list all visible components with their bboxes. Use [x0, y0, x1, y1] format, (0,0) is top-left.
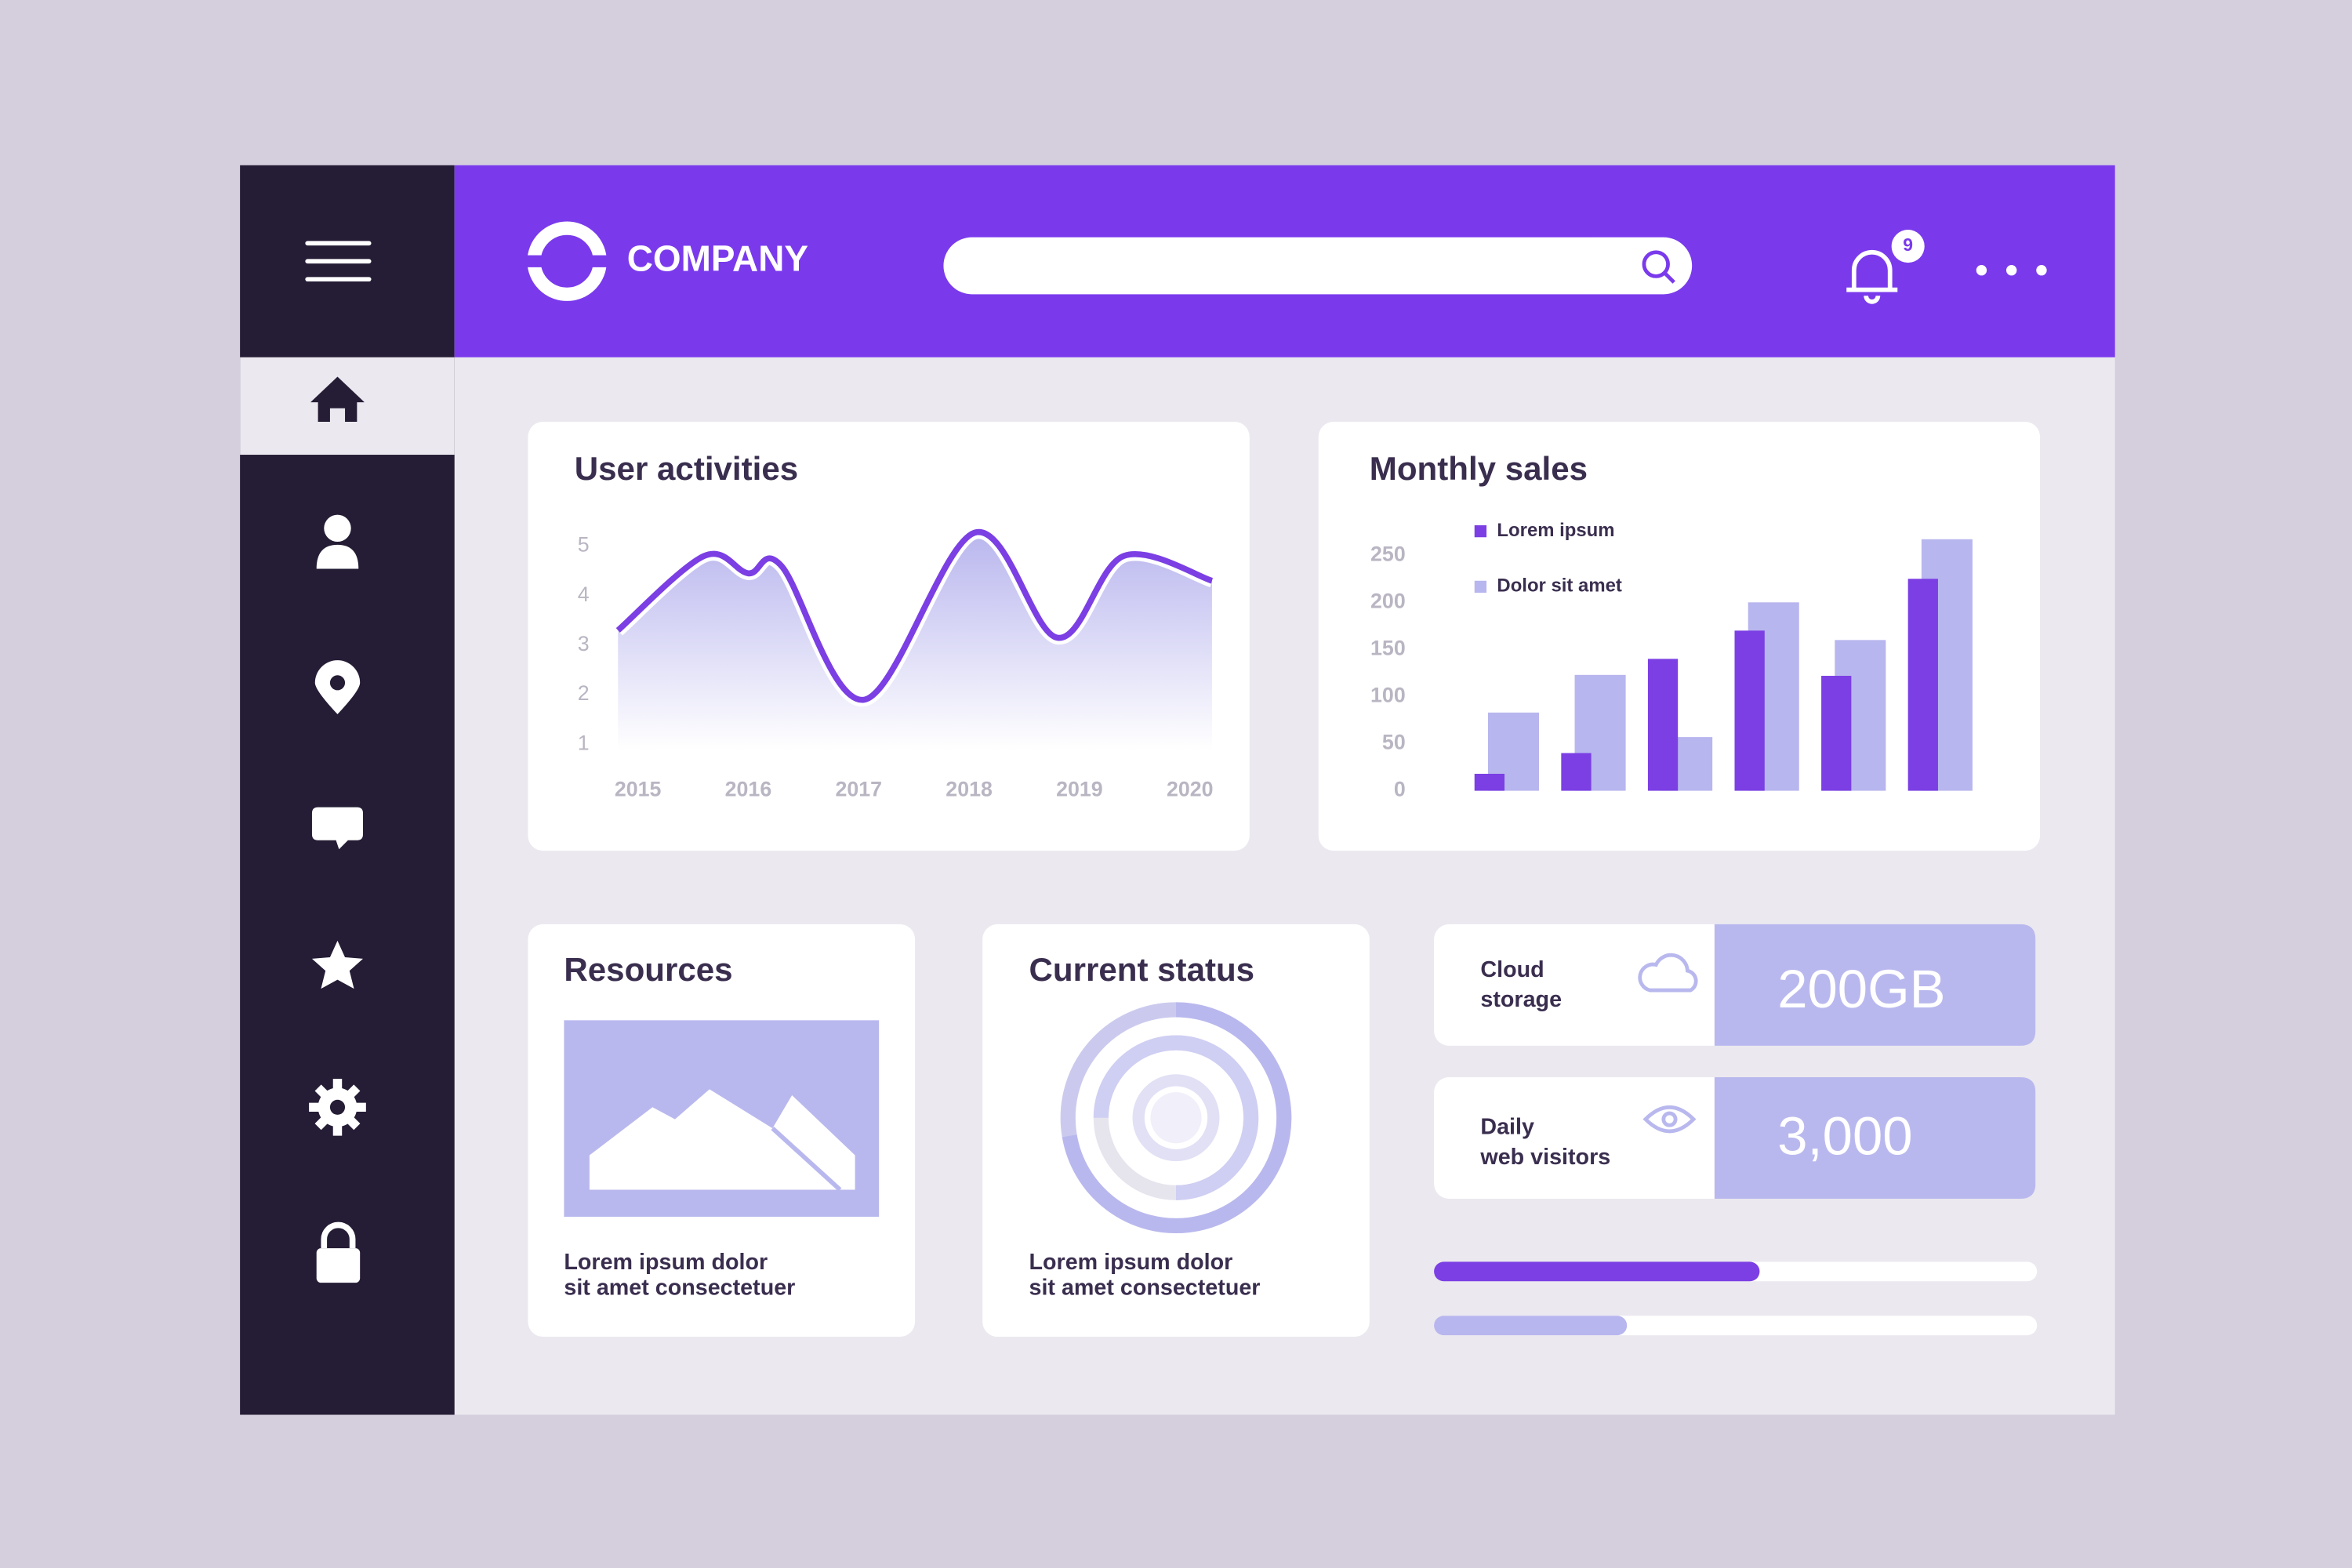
nav-location[interactable] — [314, 660, 361, 715]
x-tick-label: 2015 — [615, 778, 662, 801]
stat-label: storage — [1480, 987, 1562, 1012]
search-bar[interactable] — [943, 237, 1693, 295]
stat-value-box — [1714, 924, 2036, 1046]
y-tick-label: 150 — [1370, 636, 1406, 659]
cloud-icon — [1638, 953, 1698, 993]
legend-label: Dolor sit amet — [1497, 575, 1621, 597]
bar — [1734, 630, 1765, 791]
search-icon[interactable] — [1642, 250, 1675, 284]
card-title: Current status — [1029, 951, 1254, 988]
x-tick-label: 2020 — [1167, 778, 1214, 801]
chart-title: Monthly sales — [1370, 450, 1588, 487]
y-tick-label: 4 — [578, 583, 590, 606]
nav-settings[interactable] — [309, 1078, 366, 1136]
menu-button[interactable] — [305, 241, 372, 282]
notification-bell[interactable] — [1846, 249, 1898, 304]
card-text: Lorem ipsum dolor — [1029, 1250, 1232, 1275]
y-tick-label: 0 — [1394, 778, 1406, 801]
notification-count: 9 — [1903, 234, 1913, 255]
card-text: sit amet consectetuer — [1029, 1275, 1260, 1300]
bar — [1474, 773, 1505, 791]
card-text: Lorem ipsum dolor — [564, 1250, 768, 1275]
nav-home[interactable] — [310, 376, 365, 422]
eye-icon — [1642, 1105, 1697, 1134]
chart-title: User activities — [575, 450, 798, 487]
y-tick-label: 2 — [578, 681, 590, 705]
stat-label: Daily — [1480, 1115, 1534, 1140]
nav-lock[interactable] — [316, 1221, 361, 1283]
x-tick-label: 2016 — [725, 778, 772, 801]
stat-value-box — [1714, 1077, 2036, 1200]
y-tick-label: 200 — [1370, 589, 1406, 612]
logo — [524, 221, 615, 301]
y-tick-label: 50 — [1382, 731, 1406, 754]
card-title: Resources — [564, 951, 732, 988]
bar — [1561, 753, 1592, 791]
x-tick-label: 2017 — [835, 778, 882, 801]
y-tick-label: 5 — [578, 533, 590, 557]
nav-messages[interactable] — [311, 807, 364, 850]
x-tick-label: 2019 — [1056, 778, 1103, 801]
image-icon-line — [771, 1126, 842, 1192]
legend-swatch — [1474, 580, 1487, 593]
more-menu[interactable] — [1976, 265, 2047, 276]
nav-favorites[interactable] — [311, 940, 364, 989]
x-tick-label: 2018 — [946, 778, 993, 801]
status-rings — [1060, 1002, 1292, 1234]
bar — [1907, 579, 1938, 791]
y-tick-label: 1 — [578, 731, 590, 754]
y-tick-label: 100 — [1370, 684, 1406, 707]
notification-badge — [1891, 230, 1925, 263]
logo-text: COMPANY — [627, 238, 808, 278]
card-text: sit amet consectetuer — [564, 1275, 795, 1300]
stat-label: Cloud — [1480, 957, 1544, 982]
y-tick-label: 3 — [578, 632, 590, 655]
progress-fill — [1434, 1261, 1760, 1282]
legend-swatch — [1474, 524, 1487, 538]
y-tick-label: 250 — [1370, 542, 1406, 565]
stat-value: 200GB — [1777, 959, 1945, 1019]
progress-fill — [1434, 1316, 1628, 1336]
image-icon — [589, 1089, 855, 1190]
dynamic-layer: 1 2 3 4 5 2015 2016 2017 2018 2019 2020 0 50 100 150 20… — [578, 520, 2038, 1336]
stat-value: 3,000 — [1777, 1106, 1912, 1167]
bar — [1821, 676, 1852, 791]
bar — [1647, 659, 1679, 791]
nav-profile[interactable] — [316, 514, 359, 569]
stat-label: web visitors — [1479, 1145, 1610, 1170]
line — [615, 528, 1214, 703]
legend-label: Lorem ipsum — [1497, 520, 1614, 541]
